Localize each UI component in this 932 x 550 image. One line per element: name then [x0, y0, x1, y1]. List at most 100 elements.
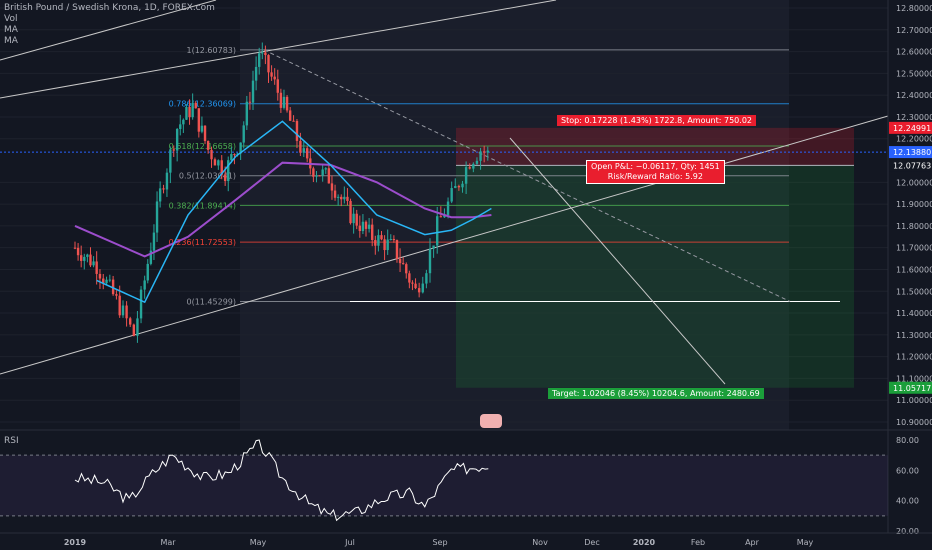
- projection-line: [263, 49, 791, 302]
- candle-body: [371, 224, 374, 241]
- candle-body: [200, 125, 204, 132]
- candle-body: [165, 172, 169, 190]
- candle-body: [330, 183, 334, 191]
- price-badge-text: 12.07763: [893, 161, 931, 170]
- candle-body: [76, 247, 80, 256]
- candle-body: [340, 196, 343, 200]
- candle-body: [327, 168, 331, 184]
- candle-body: [149, 250, 153, 264]
- candle-body: [475, 160, 479, 164]
- candle-body: [454, 186, 457, 189]
- price-axis-label: 11.90000: [896, 200, 932, 209]
- candle-body: [457, 186, 461, 188]
- price-axis-label: 12.60000: [896, 48, 932, 57]
- open-pnl-label[interactable]: Open P&L: −0.06117, Qty: 1451 Risk/Rewar…: [586, 160, 725, 184]
- pnl-text: Open P&L: −0.06117, Qty: 1451: [591, 162, 720, 171]
- time-axis-label: Sep: [432, 538, 447, 547]
- candle-body: [333, 190, 337, 198]
- stop-zone: [456, 127, 854, 166]
- price-axis-label: 12.30000: [896, 113, 932, 122]
- candle-body: [242, 125, 245, 143]
- candle-body: [197, 108, 201, 132]
- price-axis-label: 11.00000: [896, 396, 932, 405]
- rsi-axis-label: 20.00: [896, 527, 919, 536]
- time-axis-label: Nov: [532, 538, 548, 547]
- price-axis-label: 12.80000: [896, 4, 932, 13]
- forecast-line: [509, 137, 726, 385]
- candle-body: [220, 160, 223, 175]
- candle-body: [175, 128, 179, 151]
- candle-body: [245, 101, 249, 126]
- candle-body: [264, 52, 267, 56]
- price-axis-label: 12.70000: [896, 26, 932, 35]
- price-axis-label: 11.70000: [896, 244, 932, 253]
- candle-body: [428, 248, 432, 274]
- candle-body: [217, 160, 220, 166]
- candle-body: [395, 240, 399, 259]
- candle-body: [267, 55, 270, 73]
- candle-body: [210, 149, 213, 160]
- candle-body: [461, 183, 464, 188]
- candle-body: [367, 224, 371, 229]
- candle-body: [230, 154, 233, 161]
- price-axis-label: 12.40000: [896, 91, 932, 100]
- price-axis-label: 12.50000: [896, 69, 932, 78]
- candle-body: [89, 254, 92, 266]
- time-axis-label: Jul: [344, 538, 355, 547]
- candle-body: [364, 221, 368, 229]
- trend-line: [0, 0, 557, 99]
- moving-average-label[interactable]: MA: [4, 36, 18, 46]
- watermark-icon: [480, 414, 502, 428]
- candle-body: [261, 52, 264, 54]
- fib-level-label: 0.786(12.36069): [169, 100, 236, 109]
- candle-body: [305, 148, 309, 159]
- candle-body: [468, 167, 471, 169]
- price-badge: [889, 146, 932, 159]
- candle-body: [392, 238, 396, 241]
- candle-body: [172, 149, 175, 151]
- candle-body: [408, 273, 411, 283]
- price-badge: [889, 121, 932, 134]
- candle-body: [143, 280, 146, 290]
- candle-body: [343, 196, 346, 200]
- take-profit-label[interactable]: Target: 1.02046 (8.45%) 10204.6, Amount:…: [548, 388, 764, 399]
- candle-body: [336, 196, 340, 198]
- candle-body: [251, 80, 255, 103]
- price-badge-text: 11.05717: [893, 384, 931, 393]
- candle-body: [443, 215, 446, 218]
- candle-body: [446, 201, 450, 216]
- price-axis-label: 11.40000: [896, 309, 932, 318]
- candle-body: [115, 294, 118, 296]
- candle-body: [132, 324, 136, 336]
- symbol-title[interactable]: British Pound / Swedish Krona, 1D, FOREX…: [4, 3, 215, 13]
- volume-indicator-label[interactable]: Vol: [4, 14, 18, 24]
- candle-body: [73, 247, 77, 249]
- candle-body: [432, 245, 435, 249]
- rsi-indicator-label[interactable]: RSI: [4, 436, 19, 446]
- time-axis-label: 2019: [64, 538, 87, 547]
- time-axis-label: Mar: [160, 538, 176, 547]
- stop-loss-label[interactable]: Stop: 0.17228 (1.43%) 1722.8, Amount: 75…: [557, 115, 756, 126]
- candle-body: [417, 288, 421, 293]
- trend-line: [0, 115, 889, 375]
- candle-body: [361, 221, 365, 232]
- candle-body: [285, 96, 289, 111]
- moving-average-label[interactable]: MA: [4, 25, 18, 35]
- candle-body: [239, 142, 242, 154]
- candle-body: [146, 263, 149, 281]
- candle-body: [121, 305, 125, 316]
- time-axis-label: Dec: [584, 538, 599, 547]
- candle-body: [213, 159, 217, 166]
- fib-level-label: 0.5(12.03041): [179, 172, 236, 181]
- candle-body: [118, 295, 121, 316]
- candle-body: [155, 201, 159, 233]
- price-badge: [889, 381, 932, 394]
- candle-body: [439, 216, 443, 218]
- time-axis-label: May: [797, 538, 814, 547]
- trend-line: [0, 0, 217, 61]
- candle-body: [276, 79, 279, 93]
- price-axis-label: 10.90000: [896, 418, 932, 427]
- candle-body: [386, 239, 389, 251]
- candle-body: [288, 110, 292, 121]
